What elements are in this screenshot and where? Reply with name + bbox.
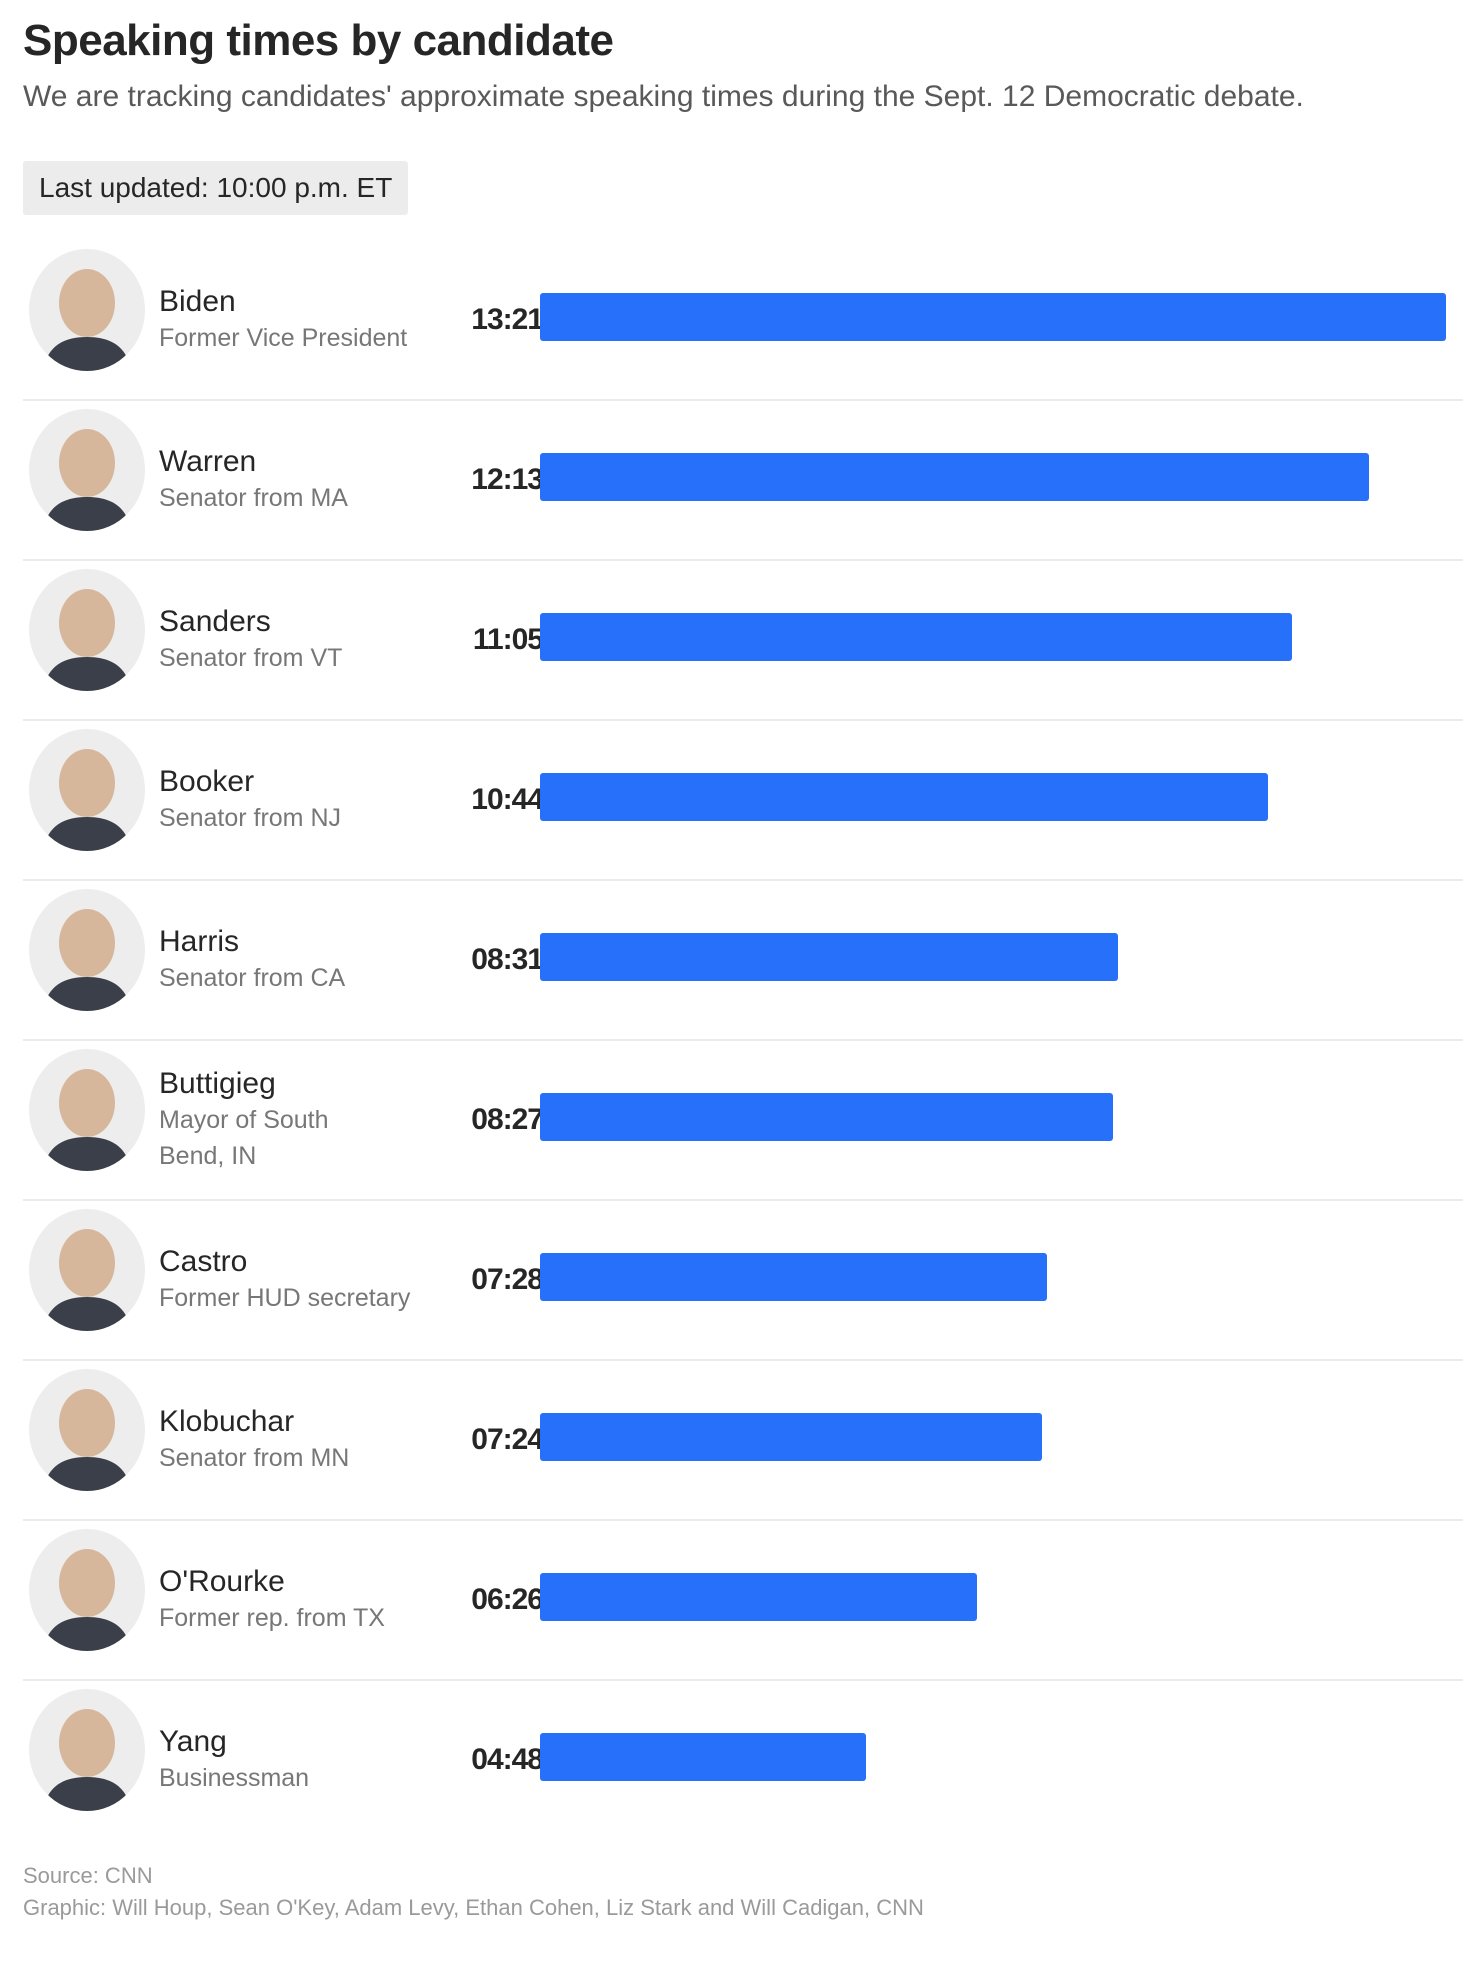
candidate-info: Booker Senator from NJ [159, 721, 459, 879]
candidate-row: Booker Senator from NJ 10:44 [23, 721, 1463, 881]
candidate-photo-icon [29, 409, 145, 531]
data-label: 12:13 [471, 463, 544, 496]
candidate-info: Harris Senator from CA [159, 881, 459, 1039]
candidate-role: Former HUD secretary [159, 1284, 411, 1312]
data-label: 08:31 [471, 943, 544, 976]
candidate-photo-icon [29, 569, 145, 691]
candidate-name: Klobuchar [159, 1405, 295, 1438]
bar [540, 613, 1292, 661]
candidate-photo-icon [29, 1689, 145, 1811]
bar [540, 453, 1369, 501]
data-label: 11:05 [472, 623, 544, 656]
candidate-name: Booker [159, 765, 255, 798]
candidate-info: O'Rourke Former rep. from TX [159, 1521, 459, 1679]
candidate-role: Senator from MN [159, 1444, 350, 1472]
candidate-photo-icon [29, 1369, 145, 1491]
chart-title: Speaking times by candidate [23, 16, 614, 65]
candidate-row: Harris Senator from CA 08:31 [23, 881, 1463, 1041]
source-note: Source: CNN Graphic: Will Houp, Sean O'K… [23, 1860, 924, 1924]
candidate-photo-icon [29, 1529, 145, 1651]
candidate-info: Buttigieg Mayor of South Bend, IN [159, 1041, 459, 1199]
candidate-photo-icon [29, 889, 145, 1011]
data-label: 13:21 [471, 303, 544, 336]
bar [540, 1413, 1042, 1461]
credit-line: Graphic: Will Houp, Sean O'Key, Adam Lev… [23, 1895, 924, 1920]
candidate-photo-icon [29, 1049, 145, 1171]
candidate-name: Yang [159, 1725, 227, 1758]
data-label: 08:27 [471, 1103, 544, 1136]
candidate-row: Biden Former Vice President 13:21 [23, 241, 1463, 401]
candidate-name: Biden [159, 285, 236, 318]
candidate-role: Senator from CA [159, 964, 346, 992]
bar [540, 1573, 977, 1621]
candidate-role: Businessman [159, 1764, 310, 1792]
candidate-info: Klobuchar Senator from MN [159, 1361, 459, 1519]
data-label: 04:48 [471, 1743, 544, 1776]
candidate-role: Senator from NJ [159, 804, 342, 832]
candidate-role: Senator from MA [159, 484, 348, 512]
candidate-role: Former rep. from TX [159, 1604, 385, 1632]
candidate-photo-icon [29, 249, 145, 371]
chart-subtitle: We are tracking candidates' approximate … [23, 80, 1304, 113]
candidate-info: Warren Senator from MA [159, 401, 459, 559]
candidate-name: Sanders [159, 605, 271, 638]
data-label: 07:28 [471, 1263, 544, 1296]
candidate-role: Senator from VT [159, 644, 343, 672]
candidate-row: Klobuchar Senator from MN 07:24 [23, 1361, 1463, 1521]
candidate-photo-icon [29, 729, 145, 851]
source-line: Source: CNN [23, 1863, 153, 1888]
bar [540, 773, 1268, 821]
data-label: 07:24 [471, 1423, 544, 1456]
candidate-row: O'Rourke Former rep. from TX 06:26 [23, 1521, 1463, 1681]
candidate-info: Castro Former HUD secretary [159, 1201, 459, 1359]
data-label: 06:26 [471, 1583, 544, 1616]
candidate-row: Warren Senator from MA 12:13 [23, 401, 1463, 561]
candidate-info: Yang Businessman [159, 1681, 459, 1839]
candidate-name: Castro [159, 1245, 248, 1278]
candidate-role: Mayor of South Bend, IN [159, 1106, 329, 1170]
candidate-name: Warren [159, 445, 257, 478]
bar [540, 1253, 1047, 1301]
candidate-row: Buttigieg Mayor of South Bend, IN 08:27 [23, 1041, 1463, 1201]
candidate-photo-icon [29, 1209, 145, 1331]
candidate-row: Sanders Senator from VT 11:05 [23, 561, 1463, 721]
candidate-name: Buttigieg [159, 1067, 276, 1100]
candidate-row: Yang Businessman 04:48 [23, 1681, 1463, 1841]
candidate-row: Castro Former HUD secretary 07:28 [23, 1201, 1463, 1361]
candidate-role: Former Vice President [159, 324, 408, 352]
bar [540, 1733, 866, 1781]
candidate-name: Harris [159, 925, 239, 958]
candidate-info: Sanders Senator from VT [159, 561, 459, 719]
bar [540, 293, 1446, 341]
bar [540, 1093, 1113, 1141]
data-label: 10:44 [471, 783, 544, 816]
candidate-info: Biden Former Vice President [159, 241, 459, 399]
bar [540, 933, 1118, 981]
last-updated-badge: Last updated: 10:00 p.m. ET [23, 161, 409, 215]
candidate-name: O'Rourke [159, 1565, 285, 1598]
